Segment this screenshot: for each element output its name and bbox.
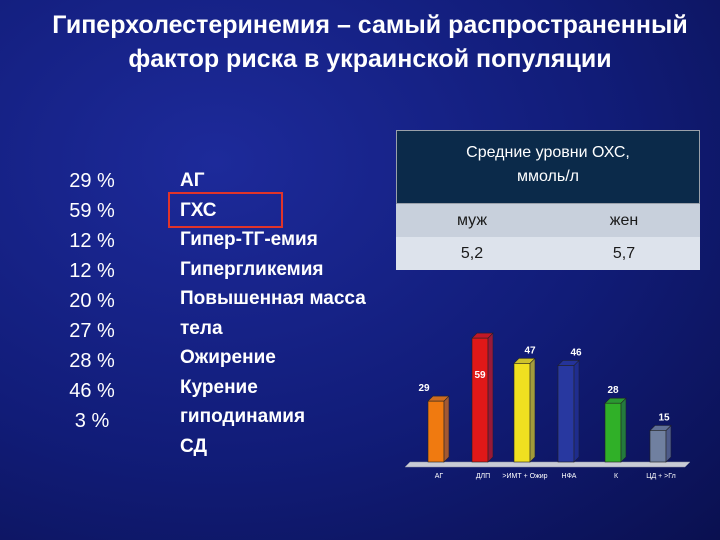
risk-label-smoking: Курение	[180, 376, 258, 398]
table-col-male: муж	[456, 211, 488, 229]
percent-hypertg: 12 %	[69, 230, 115, 252]
cholesterol-table: Средние уровни ОХС, ммоль/л муж жен 5,2 …	[396, 130, 700, 270]
risk-label-diabetes: СД	[180, 435, 208, 457]
risk-bar-chart: 29 АГ 59 ДЛП 47 >ИМТ + Ожир 46 НФА 28 К 15 ЦД + >Гл	[404, 332, 691, 480]
table-col-female: жен	[609, 211, 639, 229]
chart-category-label-0: АГ	[435, 473, 444, 480]
chart-bar-0	[427, 395, 450, 463]
chart-value-label-5: 15	[658, 413, 670, 424]
chart-bar-4	[604, 397, 627, 463]
page-title: Гиперхолестеринемия – самый распростране…	[52, 11, 688, 73]
chart-category-label-2: >ИМТ + Ожир	[502, 473, 547, 480]
chart-category-label-4: К	[614, 473, 619, 480]
percent-diabetes: 3 %	[74, 410, 110, 432]
chart-bar-2	[513, 357, 536, 463]
table-header-line2: ммоль/л	[517, 168, 579, 185]
risk-label-hyperglycemia: Гипергликемия	[180, 258, 324, 280]
chart-bar-3	[557, 359, 580, 463]
chart-value-label-4: 28	[607, 385, 619, 396]
chart-value-label-0: 29	[418, 383, 430, 394]
risk-label-overweight-cont: тела	[180, 317, 223, 339]
percent-obesity: 27 %	[69, 320, 115, 342]
table-header: Средние уровни ОХС, ммоль/л	[396, 130, 700, 204]
percent-smoking: 28 %	[69, 350, 115, 372]
risk-label-ag: АГ	[180, 170, 205, 191]
chart-value-label-3: 46	[570, 347, 582, 358]
chart-category-label-5: ЦД + >Гл	[646, 473, 675, 480]
table-value-male: 5,2	[460, 244, 484, 262]
percent-ag: 29 %	[69, 170, 115, 192]
risk-label-inactivity: гиподинамия	[180, 406, 306, 427]
table-value-female: 5,7	[612, 244, 636, 262]
chart-category-label-1: ДЛП	[476, 473, 490, 480]
table-row-sex: муж жен	[396, 204, 700, 237]
risk-factor-list: АГ ГХС Гипер-ТГ-емия Гипергликемия Повыш…	[180, 166, 410, 461]
percent-overweight: 20 %	[69, 290, 115, 312]
chart-floor	[404, 461, 691, 468]
percent-column: 29 % 59 % 12 % 12 % 20 % 27 % 28 % 46 % …	[52, 166, 132, 436]
risk-label-ghs: ГХС	[180, 199, 217, 221]
ghs-highlight-box	[168, 192, 283, 228]
percent-ghs: 59 %	[69, 200, 115, 222]
risk-label-overweight: Повышенная масса	[180, 288, 366, 309]
chart-value-label-1: 59	[474, 370, 486, 381]
risk-label-hypertg: Гипер-ТГ-емия	[180, 229, 318, 250]
table-row-values: 5,2 5,7	[396, 237, 700, 270]
chart-value-label-2: 47	[524, 345, 536, 356]
chart-category-label-3: НФА	[562, 473, 577, 480]
table-header-line1: Средние уровни ОХС,	[466, 144, 630, 161]
chart-bar-5	[649, 424, 672, 463]
chart-bar-1	[471, 332, 494, 463]
risk-label-obesity: Ожирение	[180, 347, 276, 368]
percent-inactivity: 46 %	[69, 380, 115, 402]
percent-hyperglycemia: 12 %	[69, 260, 115, 282]
